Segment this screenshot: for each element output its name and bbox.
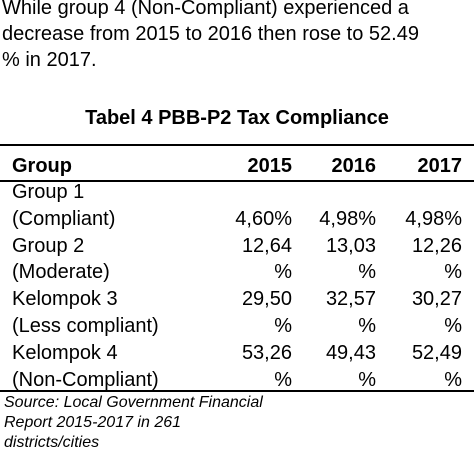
- paragraph-line: decrease from 2015 to 2016 then rose to …: [2, 23, 419, 45]
- table-cell: %: [358, 368, 376, 391]
- table-cell: (Compliant): [12, 207, 116, 230]
- table-title: Tabel 4 PBB-P2 Tax Compliance: [85, 107, 389, 129]
- paragraph-line: % in 2017.: [2, 49, 97, 71]
- table-cell: 12,26: [411, 234, 462, 257]
- header-cell: 2016: [331, 155, 377, 177]
- table-cell: 52,49: [411, 341, 462, 364]
- table-cell: 29,50: [241, 288, 292, 311]
- table-cell: %: [358, 315, 376, 337]
- table-cell: 13,03: [325, 234, 376, 257]
- table-cell: %: [274, 315, 292, 337]
- table-cell: 53,26: [241, 341, 292, 364]
- table-cell: (Less compliant): [12, 315, 159, 337]
- source-line: districts/cities: [4, 434, 100, 451]
- table-cell: Kelompok 4: [12, 341, 118, 364]
- header-cell: 2017: [417, 155, 463, 177]
- table-cell: %: [274, 368, 292, 391]
- source-line: Source: Local Government Financial: [4, 394, 263, 411]
- table-rule: [0, 144, 474, 146]
- table-cell: Group 1: [12, 181, 85, 203]
- table-cell: %: [358, 261, 376, 284]
- table-cell: %: [274, 261, 292, 284]
- table-cell: 4,60%: [235, 207, 292, 230]
- table-rule: [0, 390, 474, 392]
- table-cell: Group 2: [12, 234, 85, 257]
- table-cell: 12,64: [241, 234, 292, 257]
- table-cell: (Non-Compliant): [12, 368, 159, 391]
- table-cell: (Moderate): [12, 261, 110, 284]
- table-cell: 4,98%: [405, 207, 462, 230]
- table-cell: %: [444, 368, 462, 391]
- header-cell: 2015: [247, 155, 293, 177]
- table-cell: 49,43: [325, 341, 376, 364]
- table-rule: [0, 180, 474, 182]
- table-cell: %: [444, 261, 462, 284]
- table-cell: %: [444, 315, 462, 337]
- paragraph-line: While group 4 (Non-Compliant) experience…: [2, 0, 409, 19]
- table-cell: 4,98%: [319, 207, 376, 230]
- header-cell: Group: [12, 155, 72, 177]
- table-cell: Kelompok 3: [12, 288, 118, 311]
- table-cell: 32,57: [325, 288, 376, 311]
- table-cell: 30,27: [411, 288, 462, 311]
- source-line: Report 2015-2017 in 261: [4, 414, 182, 431]
